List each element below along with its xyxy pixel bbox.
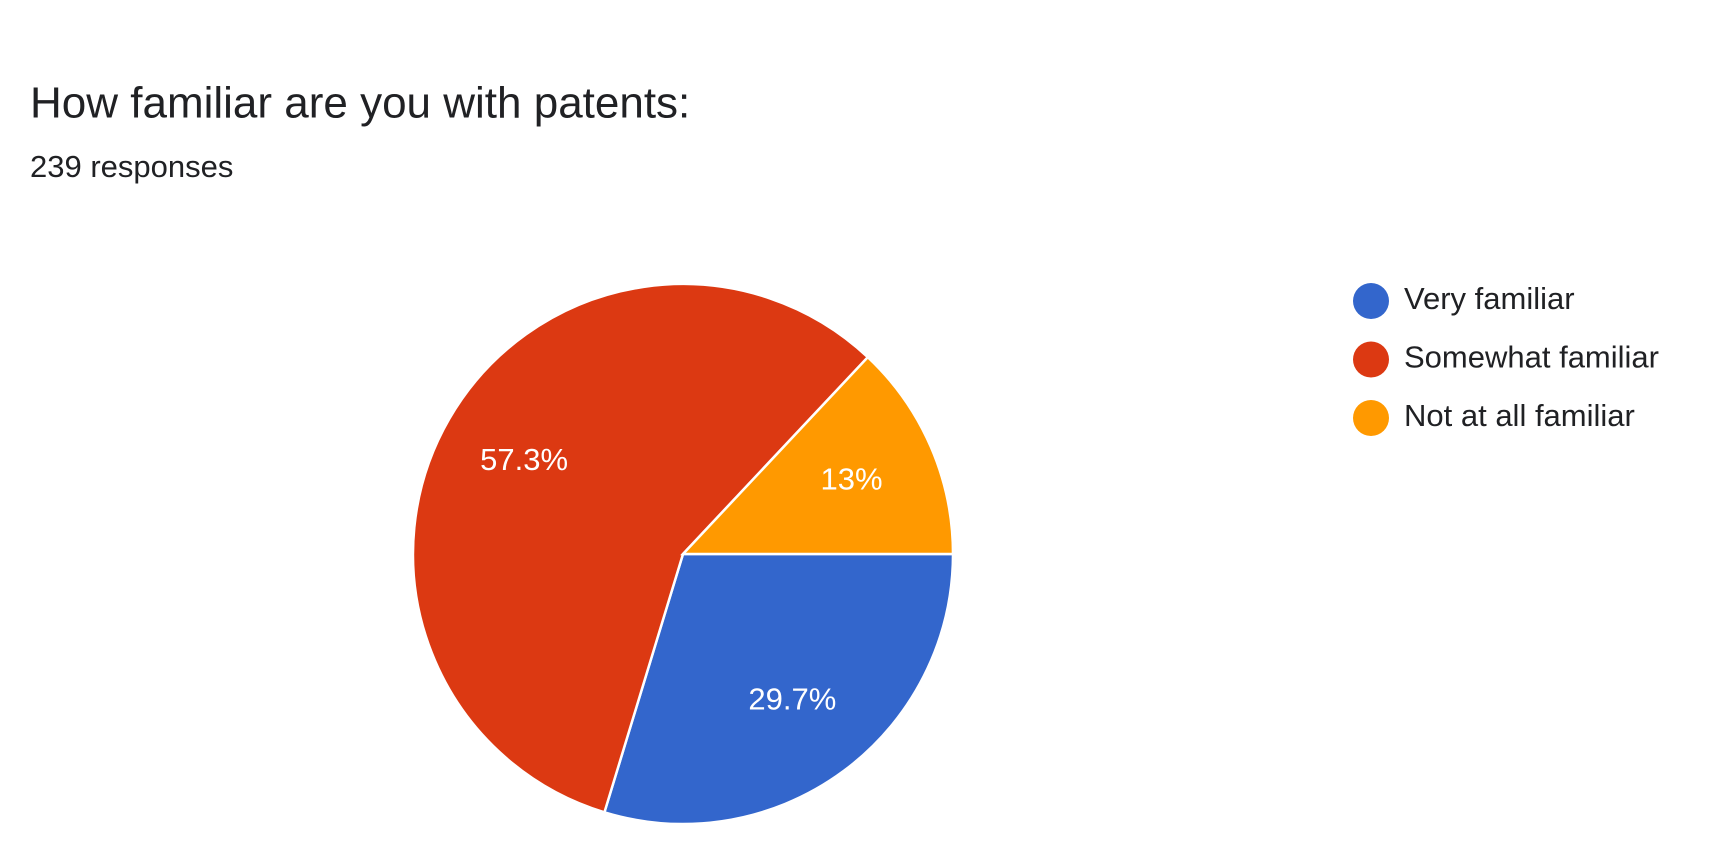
legend-label: Very familiar xyxy=(1404,281,1575,316)
legend-marker xyxy=(1353,341,1389,378)
pie-slice xyxy=(411,282,870,814)
slice-label: 57.3% xyxy=(480,442,568,477)
legend-marker xyxy=(1353,283,1389,319)
chart-subtitle: 239 responses xyxy=(30,149,233,184)
pie-slice xyxy=(602,552,955,826)
pie-slice xyxy=(680,355,955,556)
chart-title: How familiar are you with patents: xyxy=(30,79,690,128)
legend-label: Not at all familiar xyxy=(1404,398,1635,433)
legend-label: Somewhat familiar xyxy=(1404,340,1659,375)
legend-marker xyxy=(1353,400,1389,436)
slice-label: 29.7% xyxy=(748,682,836,717)
slice-label: 13% xyxy=(820,461,882,496)
